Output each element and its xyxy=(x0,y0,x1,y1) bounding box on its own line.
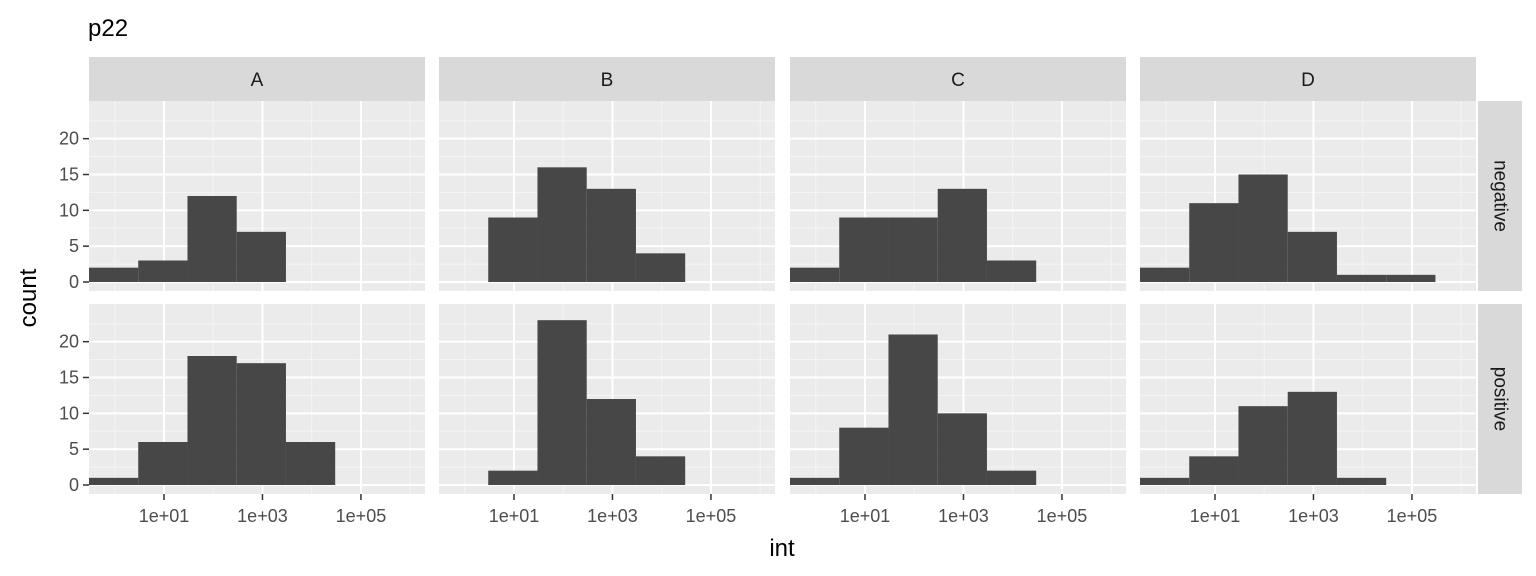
bars-D-negative xyxy=(1140,174,1436,282)
histogram-bar xyxy=(1336,477,1387,485)
bars-B-positive xyxy=(488,320,686,485)
facet-strip-negative xyxy=(1478,101,1522,291)
histogram-bar xyxy=(138,442,188,485)
histogram-bar xyxy=(1238,174,1288,282)
y-tick-label: 15 xyxy=(59,165,79,185)
histogram-bar xyxy=(1238,406,1288,485)
histogram-bar xyxy=(89,477,139,485)
histogram-bar xyxy=(790,477,840,485)
x-tick-label: 1e+05 xyxy=(1037,506,1088,526)
histogram-bar xyxy=(1189,456,1239,485)
facet-strip-label: negative xyxy=(1490,160,1511,232)
histogram-bar xyxy=(986,260,1037,282)
histogram-bar xyxy=(187,356,237,485)
facet-strip-C xyxy=(790,57,1126,101)
y-tick-label: 0 xyxy=(69,272,79,292)
histogram-bar xyxy=(138,260,188,282)
y-tick-label: 5 xyxy=(69,439,79,459)
bars-B-negative xyxy=(488,167,686,282)
bars-A-positive xyxy=(89,356,336,485)
histogram-bar xyxy=(1386,274,1436,282)
x-axes: 1e+01 1e+03 1e+05 1e+01 1e+03 1e+05 1e+01 1e+03… xyxy=(139,494,1438,526)
histogram-bar xyxy=(1336,274,1387,282)
histogram-bar xyxy=(888,217,938,282)
histogram-bar xyxy=(937,188,987,282)
x-tick-label: 1e+03 xyxy=(938,506,989,526)
y-tick-label: 10 xyxy=(59,200,79,220)
histogram-bar xyxy=(488,470,538,485)
histogram-bar xyxy=(488,217,538,282)
histogram-bar xyxy=(1287,391,1337,485)
histogram-bar xyxy=(1287,231,1337,282)
bars-A-negative xyxy=(89,196,286,282)
histogram-bar xyxy=(839,427,889,485)
x-tick-label: 1e+01 xyxy=(489,506,540,526)
histogram-bar xyxy=(89,267,139,282)
x-tick-label: 1e+05 xyxy=(336,506,387,526)
panel-A-negative xyxy=(89,101,425,291)
histogram-bar xyxy=(236,363,286,485)
bars-D-positive xyxy=(1140,391,1387,485)
x-tick-label: 1e+05 xyxy=(686,506,737,526)
x-tick-label: 1e+05 xyxy=(1387,506,1438,526)
y-axes: 0 5 10 15 20 0 5 10 15 20 xyxy=(59,129,89,495)
y-tick-label: 5 xyxy=(69,236,79,256)
facet-strip-label: D xyxy=(1301,70,1315,91)
histogram-bar xyxy=(1140,267,1190,282)
bars-C-positive xyxy=(790,334,1037,485)
histogram-bar xyxy=(986,470,1037,485)
x-axis-title: int xyxy=(769,535,795,562)
facet-strip-label: A xyxy=(251,70,264,91)
histogram-bar xyxy=(635,253,686,282)
histogram-bar xyxy=(1189,203,1239,282)
facet-strip-label: positive xyxy=(1490,367,1511,431)
x-tick-label: 1e+03 xyxy=(587,506,638,526)
x-tick-label: 1e+01 xyxy=(1190,506,1241,526)
facet-strip-D xyxy=(1140,57,1476,101)
facet-strip-A xyxy=(89,57,425,101)
histogram-bar xyxy=(586,399,636,485)
histogram-bar xyxy=(537,320,587,485)
histogram-bar xyxy=(236,231,286,282)
x-tick-label: 1e+01 xyxy=(840,506,891,526)
histogram-bar xyxy=(937,413,987,485)
histogram-bar xyxy=(635,456,686,485)
y-tick-label: 20 xyxy=(59,129,79,149)
x-tick-label: 1e+01 xyxy=(139,506,190,526)
x-tick-label: 1e+03 xyxy=(1288,506,1339,526)
histogram-bar xyxy=(285,442,336,485)
y-tick-label: 15 xyxy=(59,368,79,388)
histogram-bar xyxy=(187,196,237,282)
histogram-bar xyxy=(586,188,636,282)
histogram-bar xyxy=(888,334,938,485)
histogram-bar xyxy=(839,217,889,282)
histogram-bar xyxy=(1140,477,1190,485)
y-tick-label: 20 xyxy=(59,332,79,352)
histogram-bar xyxy=(790,267,840,282)
chart-title: p22 xyxy=(88,15,128,42)
y-tick-label: 10 xyxy=(59,403,79,423)
facet-strip-B xyxy=(439,57,775,101)
facet-strip-label: B xyxy=(601,70,614,91)
y-axis-title: count xyxy=(15,268,42,327)
x-tick-label: 1e+03 xyxy=(237,506,288,526)
facet-strip-label: C xyxy=(951,70,965,91)
facet-strip-positive xyxy=(1478,304,1522,494)
y-tick-label: 0 xyxy=(69,475,79,495)
histogram-bar xyxy=(537,167,587,282)
bars-C-negative xyxy=(790,188,1037,282)
